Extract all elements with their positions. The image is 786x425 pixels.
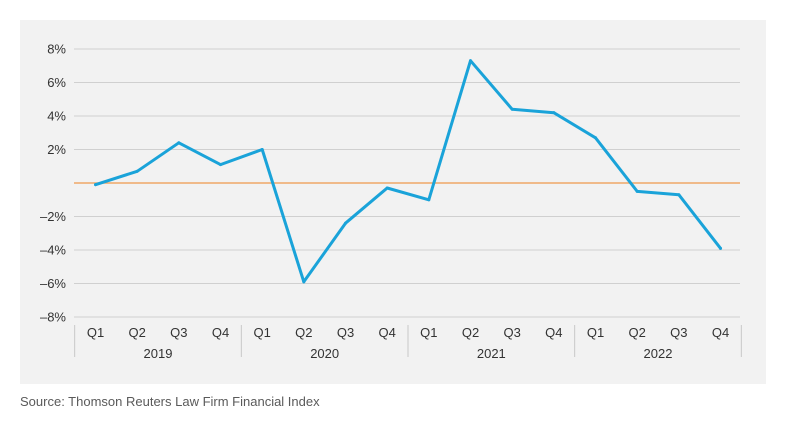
- y-tick-label: –4%: [40, 243, 66, 258]
- data-point: [219, 163, 222, 167]
- x-tick-label: Q3: [503, 325, 520, 340]
- x-axis: Q1 Q2 Q3 Q4 Q1 Q2 Q3 Q4 Q1 Q2 Q3 Q4 Q1 Q2 Q3 Q4 2019 2020…: [74, 325, 742, 361]
- x-tick-label: Q2: [628, 325, 645, 340]
- x-group-label: 2022: [644, 346, 673, 361]
- data-point: [594, 136, 597, 140]
- x-tick-label: Q1: [587, 325, 604, 340]
- data-point: [719, 246, 722, 250]
- x-tick-label: Q4: [545, 325, 562, 340]
- x-tick-label: Q3: [670, 325, 687, 340]
- data-point: [94, 183, 97, 187]
- x-group-label: 2020: [310, 346, 339, 361]
- series-layer: [94, 59, 722, 284]
- x-tick-label: Q2: [462, 325, 479, 340]
- y-tick-label: –6%: [40, 276, 66, 291]
- y-tick-label: –8%: [40, 310, 66, 325]
- data-point: [427, 198, 431, 202]
- chart-panel: [20, 20, 766, 384]
- x-tick-label: Q4: [378, 325, 395, 340]
- x-tick-label: Q3: [170, 325, 187, 340]
- x-tick-label: Q1: [420, 325, 437, 340]
- data-point: [552, 111, 556, 115]
- x-tick-label: Q2: [295, 325, 312, 340]
- data-point: [344, 221, 347, 225]
- y-tick-label: 2%: [47, 142, 66, 157]
- x-tick-label: Q4: [712, 325, 729, 340]
- source-note: Source: Thomson Reuters Law Firm Financi…: [20, 394, 320, 409]
- y-axis: 8% 6% 4% 2% –2% –4% –6% –8%: [40, 42, 66, 325]
- data-point: [510, 107, 514, 111]
- x-group-label: 2019: [144, 346, 173, 361]
- data-point: [302, 280, 306, 284]
- data-point: [469, 59, 472, 63]
- data-point: [677, 193, 681, 197]
- data-point: [135, 169, 139, 173]
- data-point: [260, 148, 264, 151]
- x-tick-label: Q1: [253, 325, 270, 340]
- x-tick-label: Q2: [128, 325, 145, 340]
- y-tick-label: –2%: [40, 209, 66, 224]
- y-tick-label: 8%: [47, 42, 66, 57]
- data-point: [385, 186, 389, 190]
- x-tick-label: Q1: [87, 325, 104, 340]
- x-tick-label: Q4: [212, 325, 229, 340]
- gridlines: [74, 48, 740, 318]
- series-line: [94, 59, 722, 284]
- data-point: [635, 189, 639, 193]
- x-tick-label: Q3: [337, 325, 354, 340]
- y-tick-label: 6%: [47, 75, 66, 90]
- data-point: [177, 141, 181, 145]
- x-group-label: 2021: [477, 346, 506, 361]
- y-tick-label: 4%: [47, 109, 66, 124]
